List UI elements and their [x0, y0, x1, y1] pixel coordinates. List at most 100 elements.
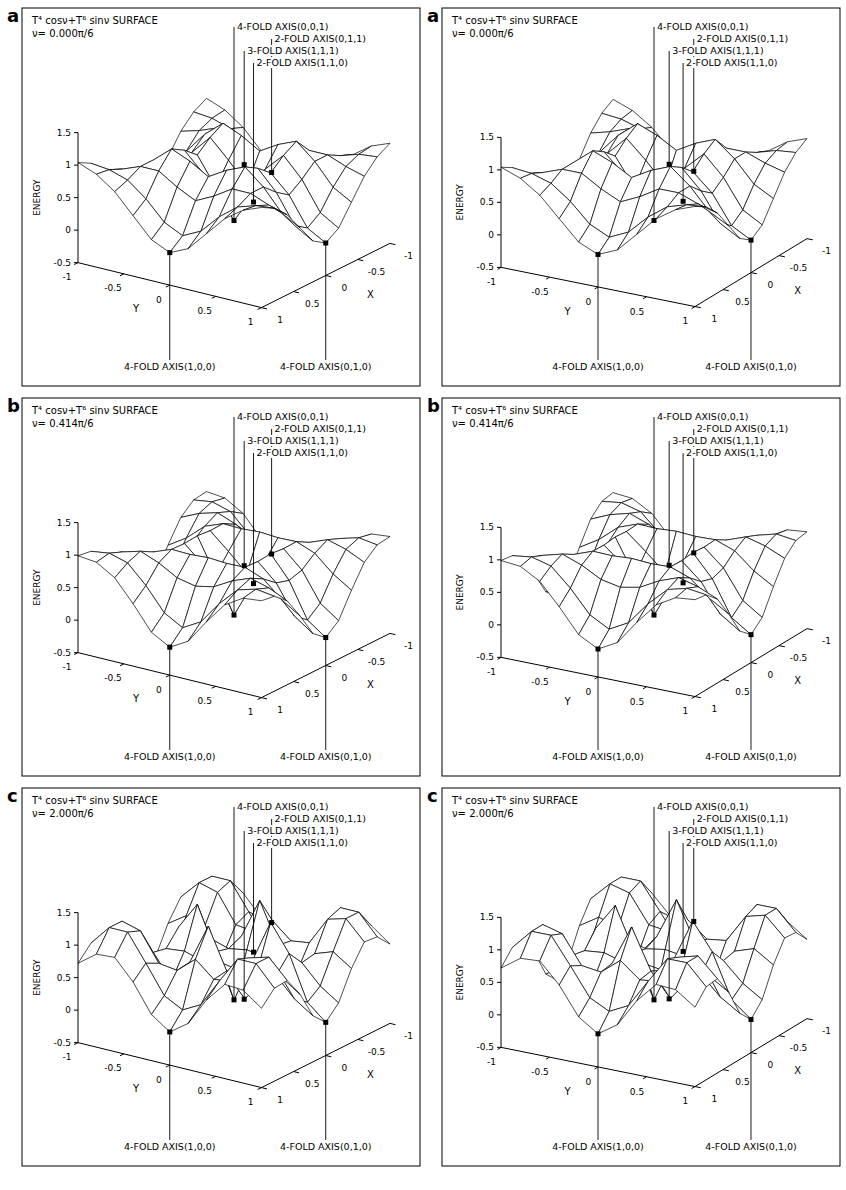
- z-tick-label: 1.5: [57, 128, 71, 138]
- surface-cell: [243, 964, 274, 1009]
- leader-line: [169, 253, 170, 360]
- y-tick-label: 1: [248, 707, 254, 717]
- axis-marker: [681, 580, 686, 585]
- annotation-label: 4-FOLD AXIS(1,0,0): [552, 1141, 643, 1152]
- x-tick: [294, 292, 300, 293]
- z-tick-label: 1.5: [480, 522, 494, 532]
- z-tick: [497, 169, 501, 170]
- annotation-label-patch: [551, 751, 644, 762]
- panel: -1-0.500.51-1-0.500.51-0.500.511.5ENERGY…: [442, 788, 840, 1166]
- x-tick-label: -0.5: [368, 657, 386, 667]
- leader-line: [654, 807, 655, 1000]
- y-tick-label: -1: [63, 1052, 72, 1062]
- annotation-label-patch: [236, 411, 329, 422]
- y-tick-label: 1: [248, 317, 254, 327]
- annotation-label-patch: [123, 751, 216, 762]
- axis-marker: [596, 646, 601, 651]
- x-tick: [695, 1087, 701, 1088]
- annotation-labels: 4-FOLD AXIS(0,0,1)2-FOLD AXIS(0,1,1)3-FO…: [123, 411, 372, 762]
- z-tick-label: 1.5: [480, 132, 494, 142]
- y-tick: [643, 1077, 646, 1079]
- x-tick: [358, 259, 364, 260]
- axis-marker: [269, 552, 274, 557]
- y-tick-label: 0.5: [198, 696, 212, 706]
- texts: -1-0.500.51-1-0.500.51-0.500.511.5ENERGY…: [31, 15, 413, 327]
- annotation-label-group: 4-FOLD AXIS(0,0,1): [656, 801, 749, 812]
- surface-cell: [282, 977, 313, 1015]
- panel-letter: b: [427, 395, 440, 416]
- x-tick-label: 0: [768, 670, 774, 680]
- x-axis-title: X: [794, 1065, 801, 1076]
- leader-line: [750, 635, 751, 750]
- leader-line: [234, 807, 235, 1000]
- surface-cell: [676, 205, 707, 210]
- annotation-label-patch: [274, 813, 367, 824]
- markers: [167, 162, 328, 255]
- y-tick-label: 0: [586, 687, 592, 697]
- y-axis-title: Y: [564, 696, 572, 707]
- annotation-label-patch: [274, 33, 367, 44]
- annotation-label-patch: [671, 45, 764, 56]
- x-tick-label: 0.5: [305, 689, 319, 699]
- x-axis-title: X: [367, 679, 374, 690]
- z-tick: [497, 559, 501, 560]
- axes: [74, 133, 395, 310]
- surface-cell: [617, 982, 648, 1025]
- leader-line: [325, 638, 326, 750]
- panel-frame: [22, 398, 420, 776]
- surface-cell: [183, 959, 214, 1010]
- annotation-label-group: 3-FOLD AXIS(1,1,1): [246, 45, 339, 56]
- panel-letter: a: [7, 5, 19, 26]
- leader-line: [253, 843, 254, 952]
- y-tick: [74, 653, 78, 655]
- panel-title: T⁴ cosν+T⁶ sinν SURFACE: [31, 405, 158, 416]
- markers: [167, 552, 328, 650]
- annotation-label: 4-FOLD AXIS(0,1,0): [705, 361, 796, 372]
- annotation-label-group: 2-FOLD AXIS(0,1,1): [696, 33, 789, 44]
- z-tick-label: 0.5: [57, 193, 71, 203]
- x-tick: [807, 629, 813, 630]
- annotation-label-patch: [279, 361, 372, 372]
- annotation-label-patch: [274, 423, 367, 434]
- z-axis-title: ENERGY: [32, 959, 42, 996]
- annotation-label-group: 4-FOLD AXIS(1,0,0): [551, 361, 644, 372]
- y-tick: [595, 287, 598, 289]
- x-tick-label: -0.5: [790, 1043, 808, 1053]
- texts: -1-0.500.51-1-0.500.51-0.500.511.5ENERGY…: [31, 795, 413, 1107]
- annotation-label-patch: [279, 751, 372, 762]
- x-tick: [262, 308, 268, 309]
- leader-line: [683, 63, 684, 201]
- annotation-label-patch: [236, 801, 329, 812]
- z-tick-label: 0: [65, 225, 71, 235]
- panel-subtitle: ν= 0.000π/6: [32, 28, 94, 39]
- y-tick: [498, 1047, 501, 1049]
- x-tick: [695, 697, 701, 698]
- x-tick: [294, 1072, 300, 1073]
- leaders: [170, 807, 326, 1140]
- annotation-label-group: 3-FOLD AXIS(1,1,1): [671, 435, 764, 446]
- annotation-label-group: 3-FOLD AXIS(1,1,1): [246, 825, 339, 836]
- z-tick: [74, 197, 78, 198]
- leaders: [598, 417, 751, 750]
- x-tick: [723, 680, 729, 681]
- z-tick: [74, 1010, 78, 1011]
- z-tick: [497, 917, 501, 918]
- axis-marker: [242, 162, 247, 167]
- annotation-label-group: 3-FOLD AXIS(1,1,1): [246, 435, 339, 446]
- y-tick: [74, 1043, 78, 1045]
- leader-line: [683, 843, 684, 951]
- leader-line: [654, 417, 655, 615]
- annotation-label: 4-FOLD AXIS(0,0,1): [237, 411, 328, 422]
- texts: -1-0.500.51-1-0.500.51-0.500.511.5ENERGY…: [31, 405, 413, 717]
- leaders: [170, 27, 326, 360]
- annotation-label: 4-FOLD AXIS(0,1,0): [280, 1141, 371, 1152]
- z-tick: [74, 620, 78, 621]
- axis-marker: [748, 1017, 753, 1022]
- panel: -1-0.500.51-1-0.500.51-0.500.511.5ENERGY…: [22, 788, 420, 1166]
- annotation-label-group: 2-FOLD AXIS(1,1,0): [256, 447, 349, 458]
- axis-marker: [596, 252, 601, 257]
- leader-line: [598, 649, 599, 750]
- y-tick-label: 0: [156, 295, 162, 305]
- annotation-label-group: 2-FOLD AXIS(1,1,0): [256, 837, 349, 848]
- panel-subtitle: ν= 2.000π/6: [452, 808, 514, 819]
